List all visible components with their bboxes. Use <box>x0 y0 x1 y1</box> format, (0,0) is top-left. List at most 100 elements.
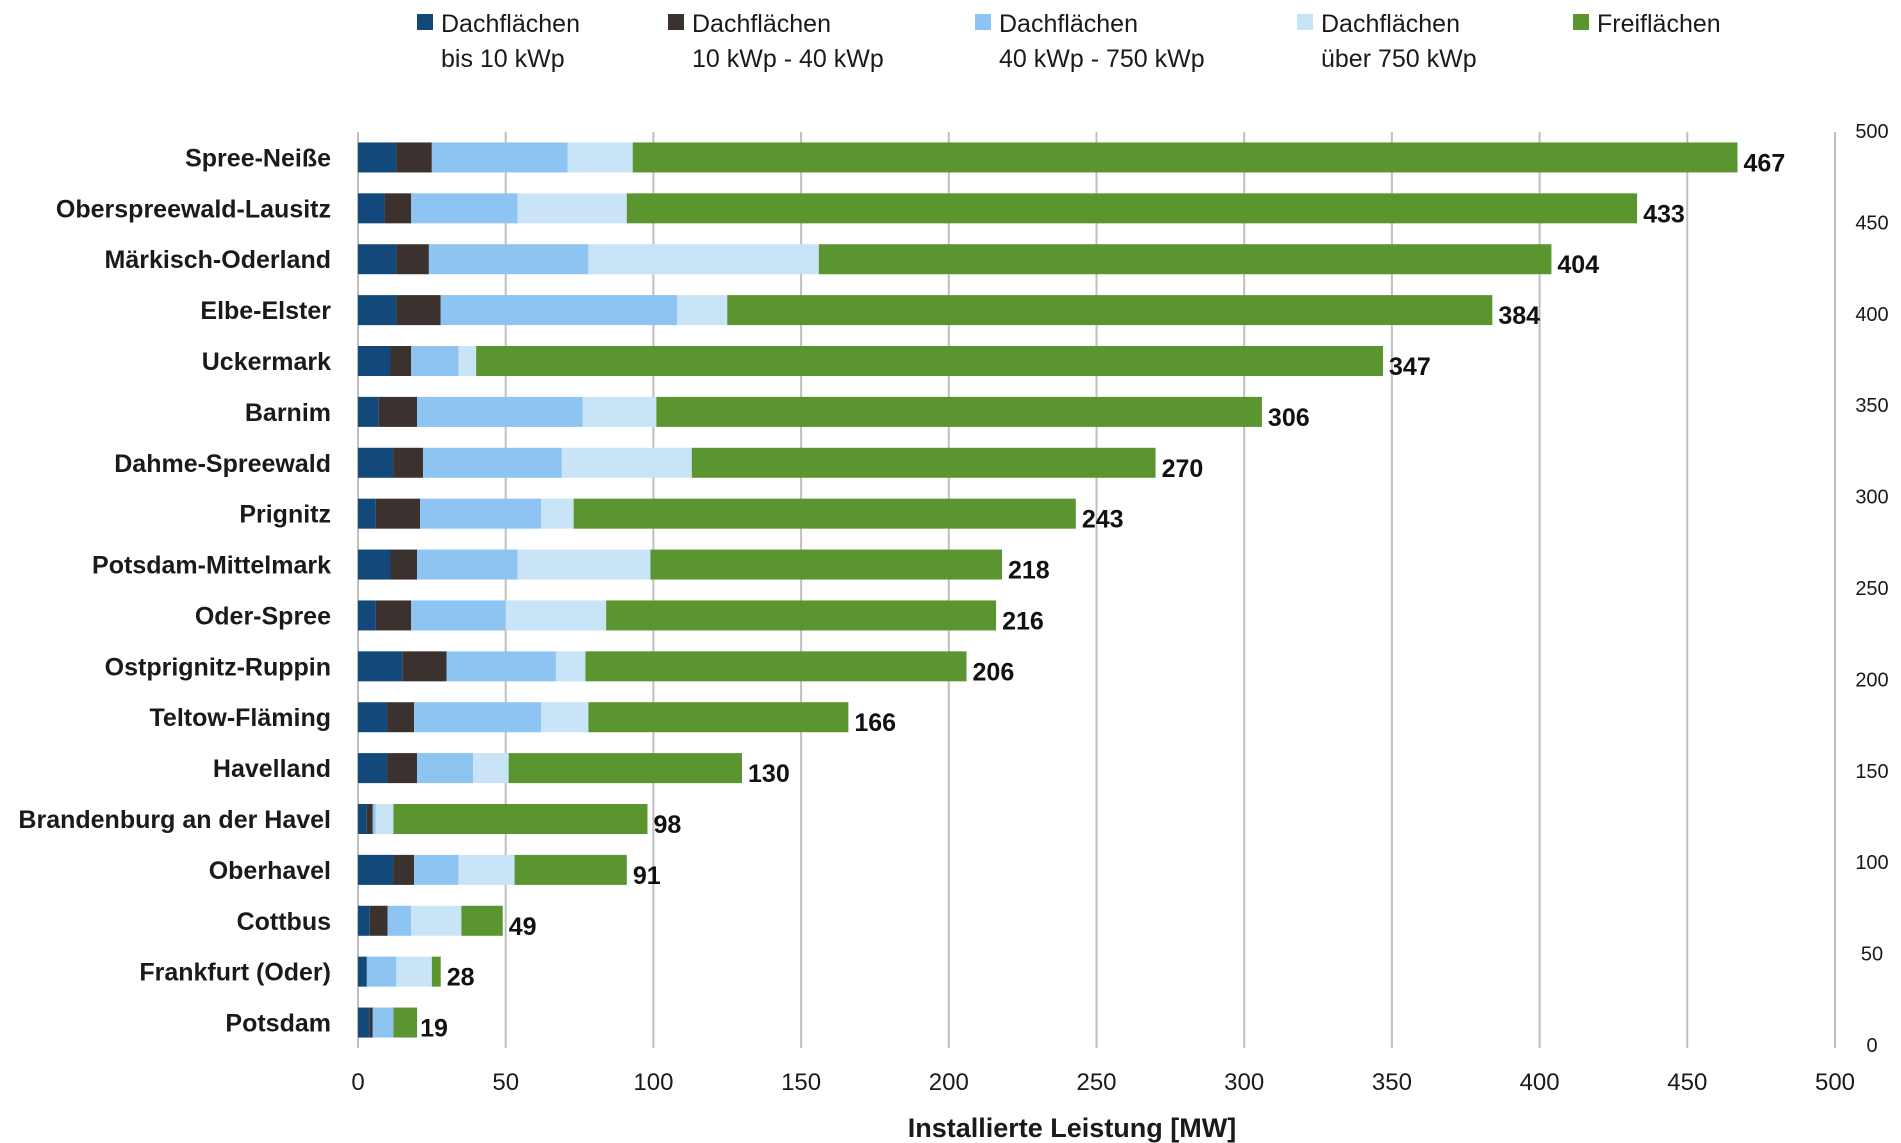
bar-segment <box>358 854 394 885</box>
bar-total-label: 130 <box>748 760 790 788</box>
bar-segment <box>369 905 388 936</box>
secondary-tick-label: 500 <box>1855 121 1888 143</box>
bar-segment <box>417 396 583 427</box>
chart-gridlines <box>357 132 1836 1048</box>
category-label: Oberhavel <box>209 857 331 885</box>
x-tick-label: 400 <box>1520 1069 1560 1096</box>
category-label: Brandenburg an der Havel <box>18 806 331 834</box>
chart-legend: Dachflächen bis 10 kWp Dachflächen 10 kWp -… <box>417 10 1721 73</box>
bar-row <box>358 498 1076 529</box>
bar-segment <box>378 396 418 427</box>
bar-row <box>358 804 648 834</box>
bar-total-labels: 467 433 404 384 347 306 270 243 218 216 206 166 130 9… <box>420 149 1785 1042</box>
bar-segment <box>458 854 515 885</box>
bar-total-label: 28 <box>447 964 475 992</box>
legend-label: Dachflächen <box>692 10 831 38</box>
x-tick-label: 500 <box>1815 1069 1855 1096</box>
bar-segment <box>393 804 648 834</box>
secondary-tick-label: 250 <box>1855 578 1888 600</box>
bar-segment <box>473 753 509 784</box>
x-tick-label: 250 <box>1076 1069 1116 1096</box>
bar-segment <box>393 854 415 885</box>
x-axis: 0 50 100 150 200 250 300 350 400 450 500 <box>351 1069 1855 1096</box>
bar-total-label: 49 <box>509 913 537 941</box>
bar-segment <box>390 549 418 580</box>
x-tick-label: 0 <box>351 1069 364 1096</box>
bar-segment <box>656 396 1262 427</box>
bar-segment <box>505 600 607 631</box>
bar-row <box>358 244 1552 275</box>
bar-segment <box>358 295 397 326</box>
bar-segment <box>358 651 403 682</box>
bar-segment <box>431 142 568 173</box>
category-label: Märkisch-Oderland <box>105 246 331 274</box>
legend-item: Dachflächen über 750 kWp <box>1297 10 1477 73</box>
bar-segment <box>375 600 412 631</box>
bar-segment <box>366 956 397 987</box>
bar-total-label: 91 <box>633 862 661 890</box>
bar-segment <box>818 244 1552 275</box>
bar-segment <box>396 295 441 326</box>
bar-total-label: 306 <box>1268 404 1310 432</box>
category-label: Cottbus <box>237 908 331 936</box>
bar-segment <box>431 956 441 987</box>
bar-row <box>358 346 1384 376</box>
bar-segment <box>573 498 1076 529</box>
bar-segment <box>541 498 574 529</box>
bar-row <box>358 549 1002 580</box>
bar-segment <box>393 1007 418 1038</box>
x-tick-label: 200 <box>929 1069 969 1096</box>
bar-segment <box>417 549 518 580</box>
category-label: Oder-Spree <box>195 602 331 630</box>
bar-segment <box>358 244 397 275</box>
bar-segment <box>366 804 373 834</box>
bar-segment <box>626 193 1638 224</box>
bar-segment <box>567 142 633 173</box>
bar-total-label: 433 <box>1643 200 1685 228</box>
secondary-tick-label: 450 <box>1855 212 1888 234</box>
bar-segment <box>541 702 589 733</box>
bar-row <box>358 651 967 682</box>
secondary-tick-label: 100 <box>1855 852 1888 874</box>
category-label: Dahme-Spreewald <box>114 450 331 478</box>
bar-segment <box>387 753 418 784</box>
bar-segment <box>375 804 394 834</box>
bar-row <box>358 142 1738 173</box>
bar-segment <box>446 651 556 682</box>
y-axis-categories: Spree-Neiße Oberspreewald-Lausitz Märkisch… <box>18 144 331 1037</box>
bar-segment <box>358 447 394 478</box>
bar-segment <box>588 244 819 275</box>
bar-total-label: 270 <box>1162 455 1204 483</box>
bar-row <box>358 295 1493 326</box>
bar-segment <box>358 193 385 224</box>
bar-segment <box>458 346 477 376</box>
bar-segment <box>414 854 459 885</box>
x-tick-label: 100 <box>633 1069 673 1096</box>
legend-item: Dachflächen bis 10 kWp <box>417 10 580 73</box>
bar-segment <box>358 956 367 987</box>
bar-segment <box>369 1007 373 1038</box>
bar-segment <box>402 651 447 682</box>
legend-label: Dachflächen <box>441 10 580 38</box>
category-label: Uckermark <box>202 348 331 376</box>
category-label: Prignitz <box>239 501 331 529</box>
category-label: Oberspreewald-Lausitz <box>56 195 331 223</box>
bar-segment <box>588 702 849 733</box>
category-label: Havelland <box>213 755 331 783</box>
bar-segment <box>411 905 462 936</box>
x-tick-label: 150 <box>781 1069 821 1096</box>
bar-row <box>358 702 849 733</box>
bar-total-label: 347 <box>1389 353 1431 381</box>
bar-segment <box>358 753 388 784</box>
legend-label: Dachflächen <box>999 10 1138 38</box>
bar-total-label: 98 <box>653 811 681 839</box>
bar-total-label: 166 <box>854 709 896 737</box>
category-label: Spree-Neiße <box>185 144 331 172</box>
bar-segment <box>606 600 997 631</box>
bar-row <box>358 854 627 885</box>
bar-segment <box>358 549 391 580</box>
secondary-tick-label: 300 <box>1855 487 1888 509</box>
bar-total-label: 19 <box>420 1015 448 1043</box>
bar-row <box>358 956 441 987</box>
bar-segment <box>517 193 627 224</box>
